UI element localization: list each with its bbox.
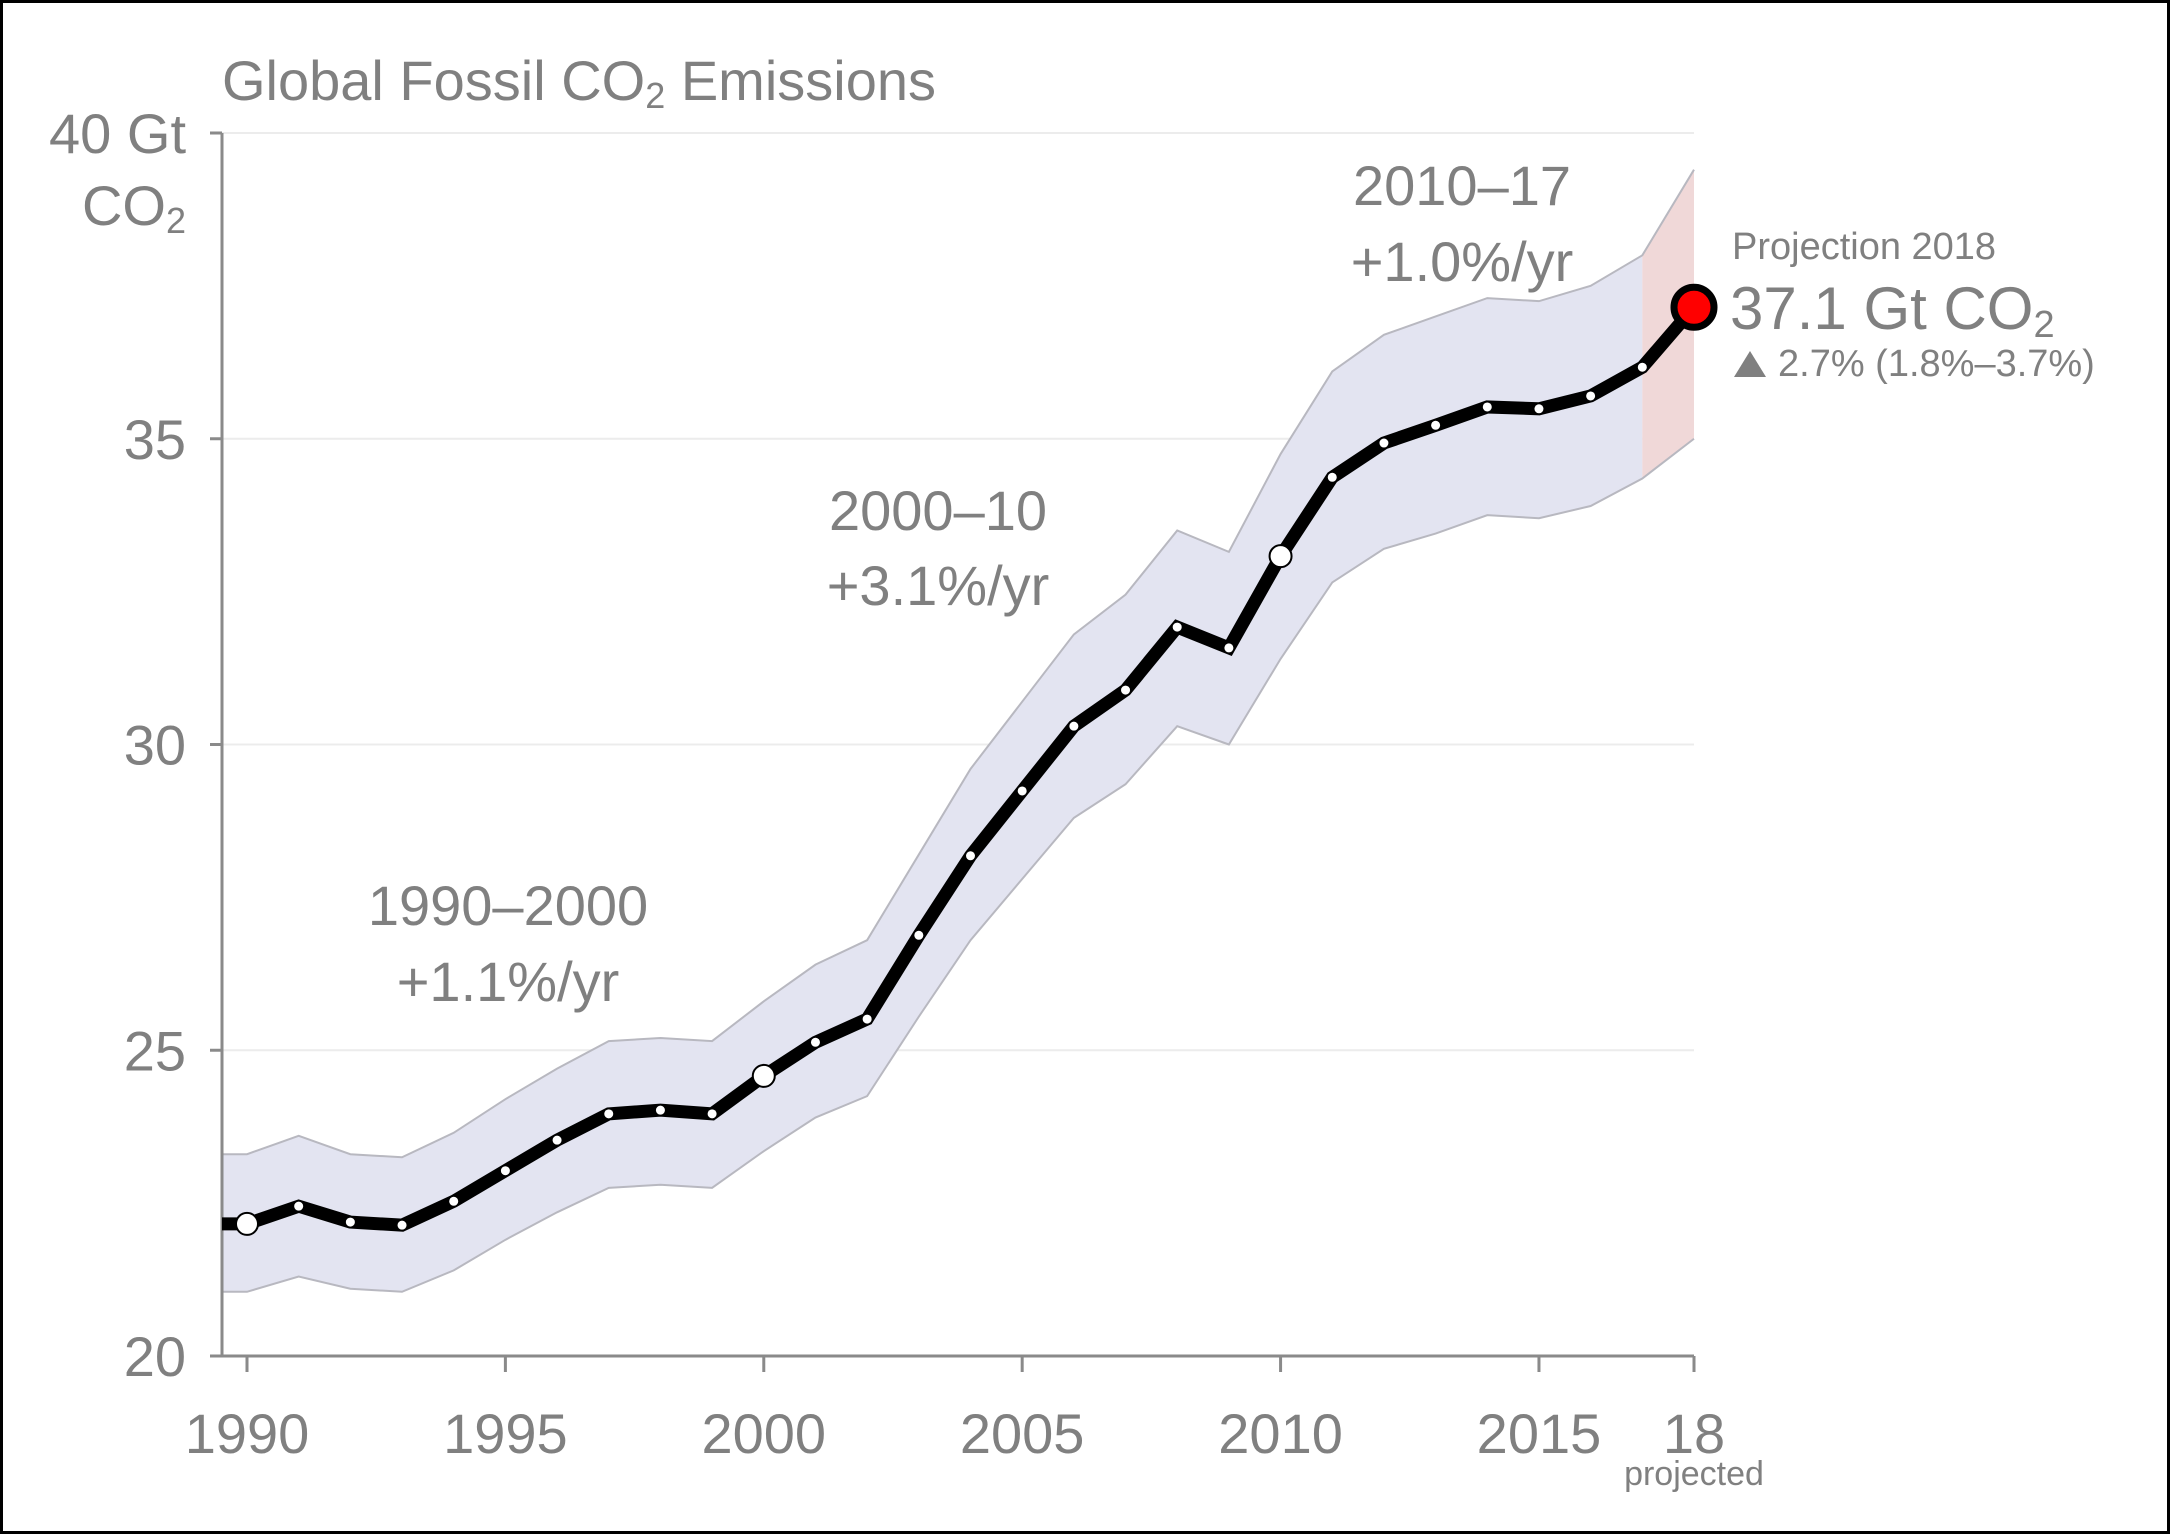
data-point-2004: [966, 851, 975, 861]
data-point-2002: [862, 1014, 872, 1024]
data-point-2008: [1172, 622, 1182, 632]
y-tick-labels: 20 25 30 35 40 Gt: [49, 102, 186, 1388]
annotation-1990-2000: 1990–2000 +1.1%/yr: [368, 874, 648, 1013]
uncertainty-band: [222, 169, 1695, 1293]
data-point-1999: [707, 1109, 717, 1119]
y-tick-label-30: 30: [124, 714, 186, 777]
y-tick-label-40: 40 Gt: [49, 102, 186, 165]
band-lower-edge: [222, 437, 1695, 1293]
data-point-1991: [294, 1201, 304, 1211]
series-line: [222, 283, 1718, 1236]
data-point-2018-projected: [1670, 283, 1718, 331]
data-point-1994: [449, 1196, 459, 1206]
x-tick-label-2000: 2000: [701, 1402, 826, 1465]
projection-callout: Projection 2018 37.1 Gt CO2 2.7% (1.8%–3…: [1730, 226, 2095, 385]
x-tick-sublabel-projected: projected: [1624, 1455, 1764, 1493]
data-point-2000-highlight: [751, 1063, 776, 1088]
uncertainty-band-projected: [1642, 169, 1694, 479]
annotation-rate: +1.0%/yr: [1351, 230, 1574, 293]
data-point-2001: [810, 1037, 820, 1047]
x-tick-labels: 1990 1995 2000 2005 2010 2015 18: [185, 1402, 1725, 1465]
gridlines: [222, 132, 1694, 1052]
emissions-line-chart: Global Fossil CO2 Emissions CO2 20 25 30 35…: [49, 49, 2095, 1493]
chart-frame: Global Fossil CO2 Emissions CO2 20 25 30 35…: [3, 3, 2167, 1531]
x-tick-label-2010: 2010: [1218, 1402, 1343, 1465]
data-point-1993: [397, 1220, 407, 1230]
chart-title: Global Fossil CO2 Emissions: [222, 49, 936, 116]
y-tick-label-20: 20: [124, 1325, 186, 1388]
x-tick-label-2005: 2005: [960, 1402, 1085, 1465]
x-tick-label-1995: 1995: [443, 1402, 568, 1465]
data-point-1995: [500, 1166, 510, 1176]
annotation-2010-2017: 2010–17 +1.0%/yr: [1351, 154, 1574, 293]
uncertainty-band-historical: [222, 255, 1643, 1292]
annotation-rate: +1.1%/yr: [397, 950, 620, 1013]
data-point-1997: [604, 1109, 614, 1119]
data-point-2007: [1121, 685, 1131, 695]
x-tick-label-2015: 2015: [1477, 1402, 1602, 1465]
axes: [210, 131, 1696, 1372]
data-point-2016: [1586, 391, 1596, 401]
data-point-2015: [1534, 404, 1544, 414]
data-point-2005: [1017, 786, 1027, 796]
data-point-2013: [1431, 420, 1441, 430]
annotation-2000-2010: 2000–10 +3.1%/yr: [827, 479, 1050, 617]
data-point-2017: [1637, 362, 1647, 372]
y-axis-unit-line2: CO2: [82, 174, 186, 241]
projection-value: 37.1 Gt CO2: [1730, 275, 2055, 346]
y-tick-label-25: 25: [124, 1019, 186, 1082]
x-tick-label-1990: 1990: [185, 1402, 310, 1465]
data-point-2011: [1327, 472, 1337, 482]
data-point-1990-highlight: [235, 1211, 259, 1236]
emissions-line: [222, 303, 1699, 1232]
annotation-period: 1990–2000: [368, 874, 648, 937]
annotation-period: 2000–10: [829, 479, 1047, 542]
x-tick-label-18: 18: [1663, 1402, 1725, 1465]
annotation-period: 2010–17: [1353, 154, 1571, 217]
annotation-rate: +3.1%/yr: [827, 554, 1050, 617]
data-point-2009: [1224, 643, 1234, 653]
data-point-1996: [552, 1135, 562, 1145]
y-tick-label-35: 35: [124, 408, 186, 471]
data-point-2010-highlight: [1268, 544, 1293, 569]
data-point-1992: [345, 1217, 355, 1227]
data-point-2012: [1379, 438, 1389, 448]
data-point-2006: [1069, 721, 1079, 731]
data-point-2003: [914, 930, 924, 940]
projection-change: 2.7% (1.8%–3.7%): [1778, 343, 2095, 385]
band-upper-edge: [222, 169, 1695, 1159]
title-subscript: 2: [645, 75, 665, 116]
projection-label: Projection 2018: [1732, 226, 1996, 268]
data-point-1998: [655, 1105, 665, 1115]
up-triangle-icon: [1734, 351, 1766, 377]
data-point-2014: [1482, 402, 1492, 412]
